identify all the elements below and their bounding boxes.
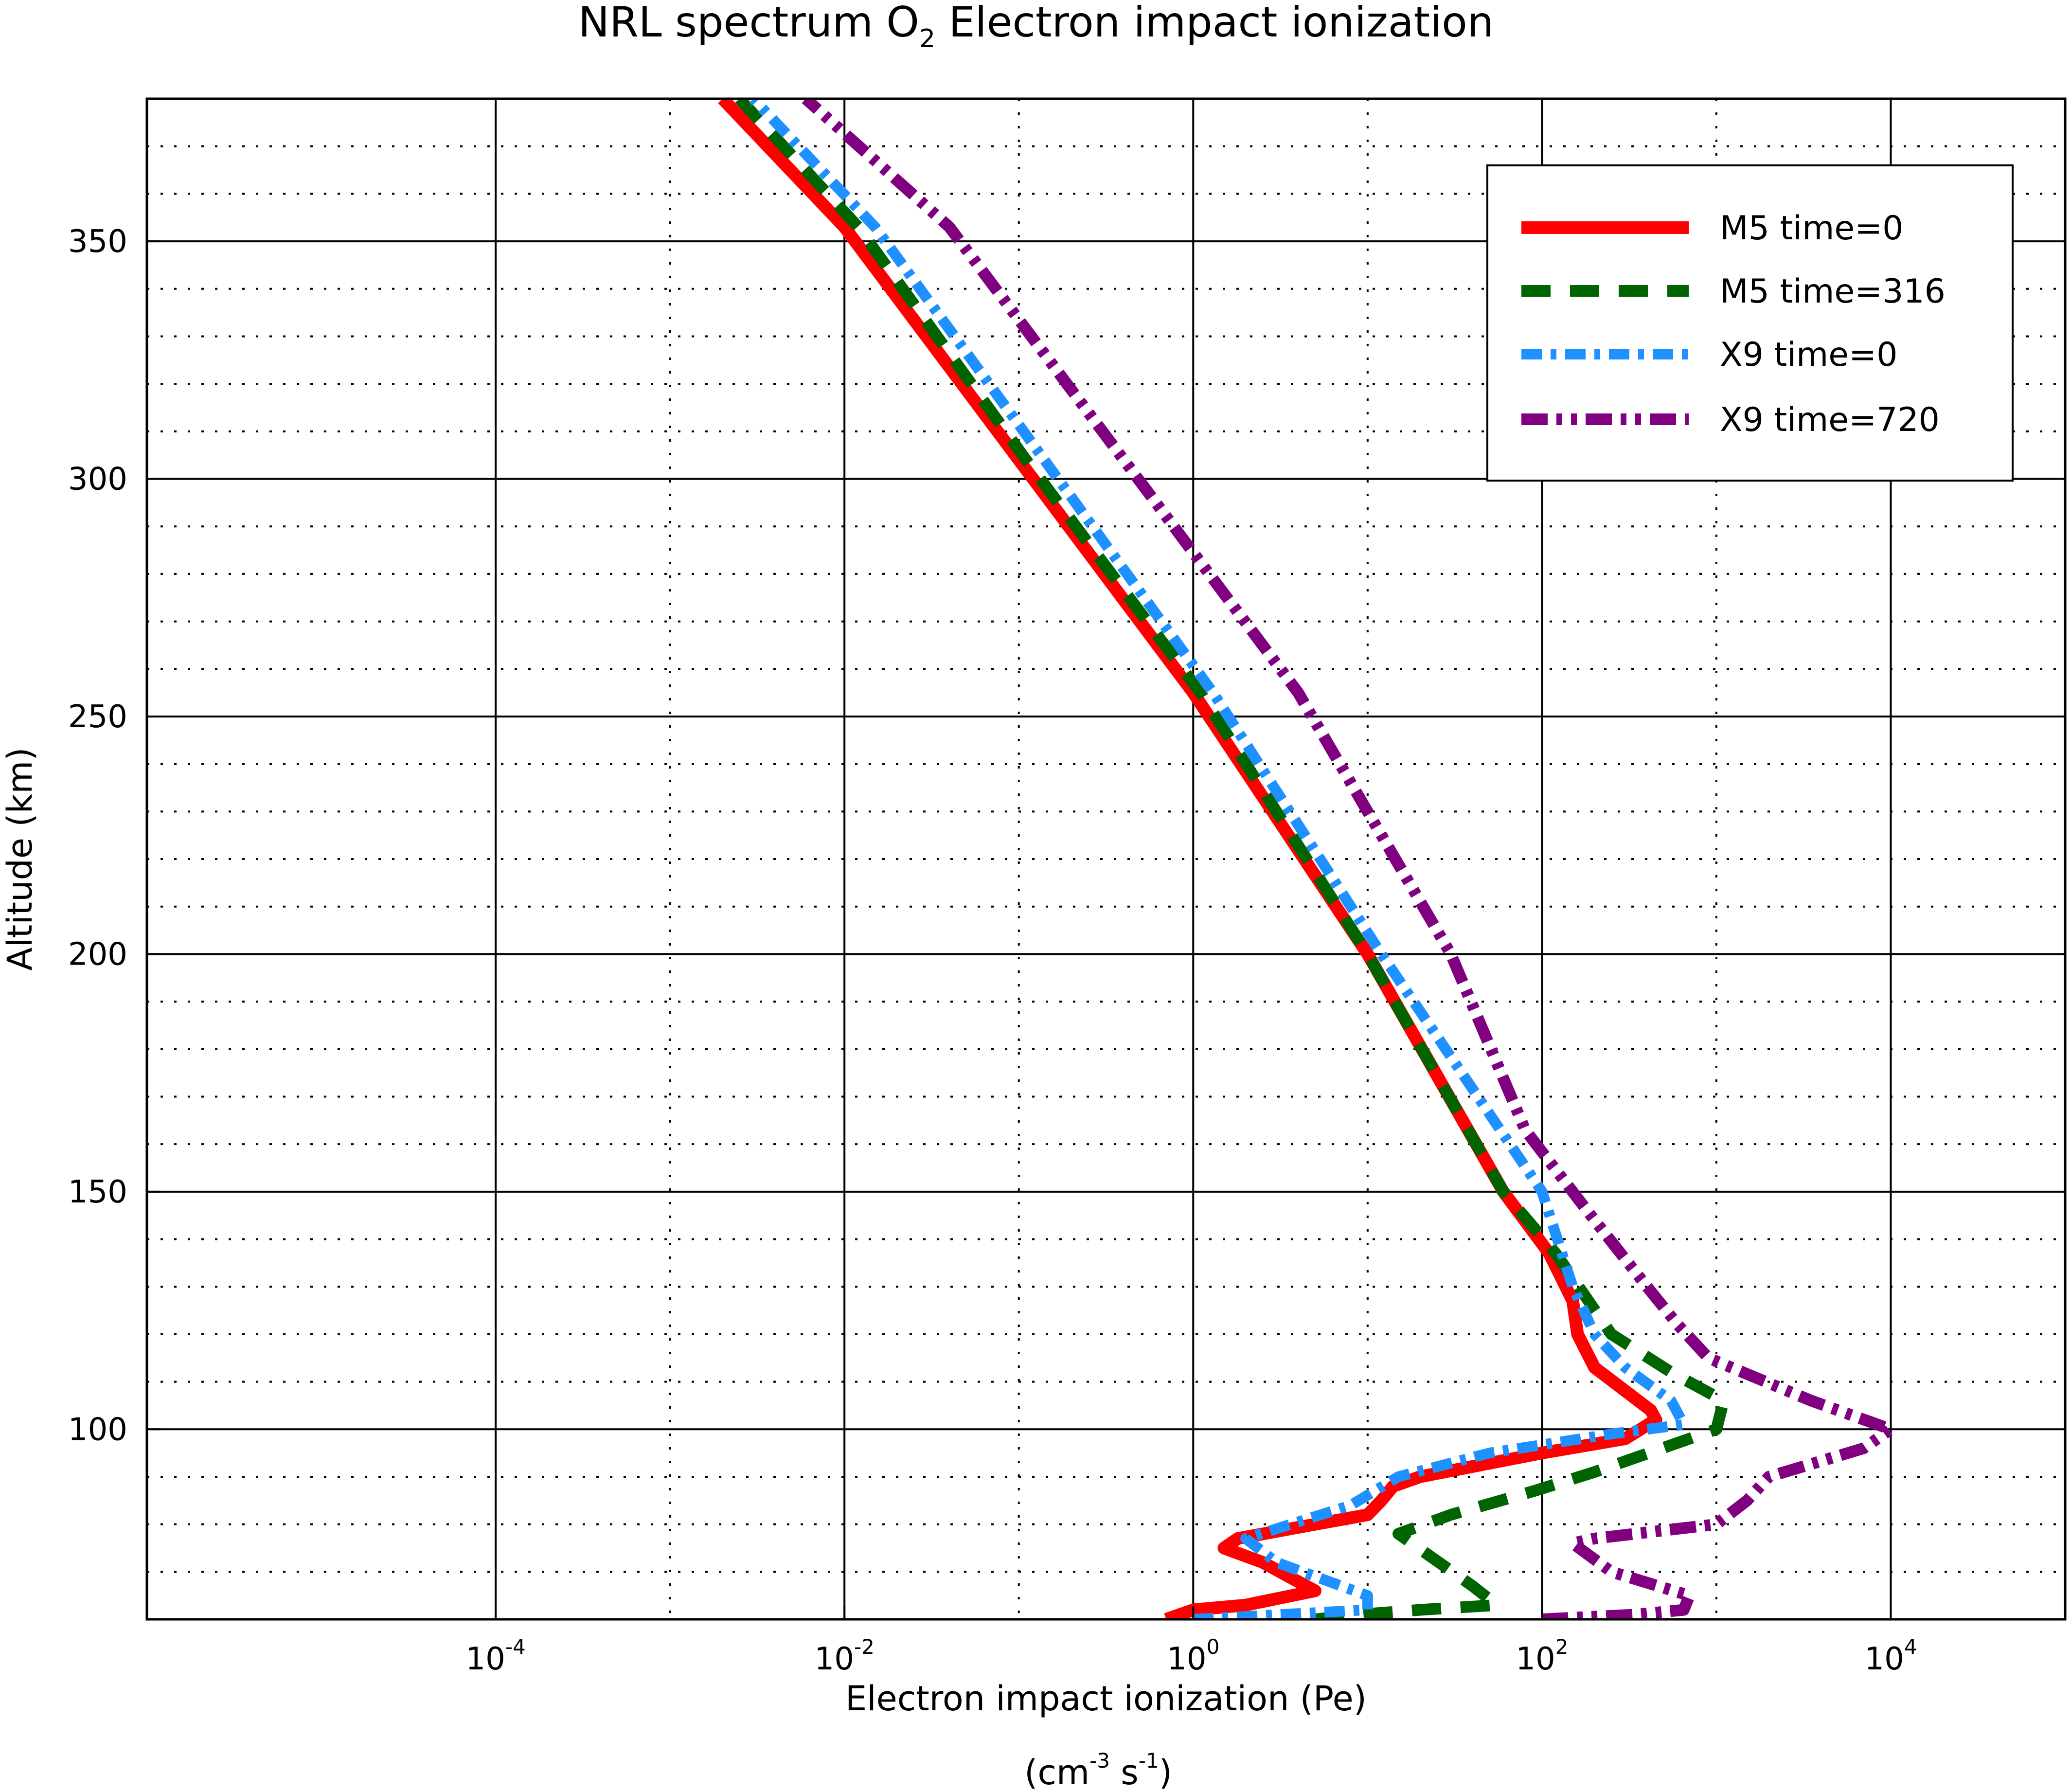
series-line-3 — [749, 99, 1689, 1619]
legend-label-2: M5 time=316 — [1720, 272, 1946, 311]
x-axis-label: Electron impact ionization (Pe) — [845, 1679, 1367, 1719]
legend-label-1: M5 time=0 — [1720, 209, 1903, 248]
x-tick-label: 10-2 — [815, 1635, 875, 1677]
series-lines — [718, 99, 1897, 1619]
legend-label-4: X9 time=720 — [1720, 401, 1940, 439]
chart-title: NRL spectrum O2 Electron impact ionizati… — [578, 0, 1494, 54]
y-tick-label: 150 — [68, 1174, 127, 1210]
y-tick-labels: 100 150 200 250 300 350 — [68, 224, 127, 1448]
x-tick-label: 102 — [1516, 1635, 1568, 1677]
x-tick-labels: 10-4 10-2 100 102 104 — [465, 1635, 1917, 1677]
series-line-4 — [802, 99, 1897, 1619]
legend-label-3: X9 time=0 — [1720, 336, 1897, 374]
plot-frame — [145, 97, 2067, 1621]
y-tick-label: 100 — [68, 1412, 127, 1448]
y-axis-label: Altitude (km) — [0, 747, 40, 970]
x-tick-label: 100 — [1167, 1635, 1219, 1677]
y-tick-label: 350 — [68, 224, 127, 260]
series-line-1 — [718, 99, 1662, 1619]
legend: M5 time=0 M5 time=316 X9 time=0 X9 time=720 — [1486, 164, 2014, 482]
tick-marks — [147, 240, 1892, 1619]
y-tick-label: 250 — [68, 699, 127, 735]
x-axis-unit: (cm-3 s-1) — [1024, 1749, 1172, 1792]
y-tick-label: 200 — [68, 936, 127, 972]
x-tick-label: 10-4 — [465, 1635, 525, 1677]
y-tick-label: 300 — [68, 462, 127, 498]
series-line-2 — [735, 99, 1730, 1619]
x-tick-label: 104 — [1864, 1635, 1917, 1677]
legend-frame — [1486, 164, 2014, 482]
